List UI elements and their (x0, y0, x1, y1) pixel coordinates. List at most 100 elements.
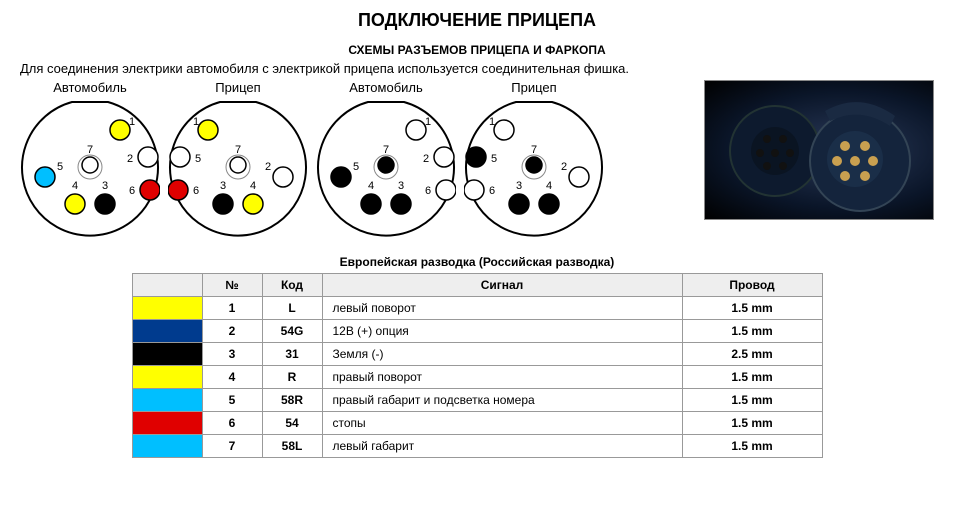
table-row: 6 54 стопы 1.5 mm (132, 412, 822, 435)
connector-diagram: Прицеп1234567 (464, 80, 604, 237)
color-swatch (132, 366, 202, 389)
diagram-label: Автомобиль (20, 80, 160, 95)
pin-2 (273, 167, 293, 187)
cell-code: L (262, 297, 322, 320)
color-swatch (132, 343, 202, 366)
col-color (132, 274, 202, 297)
pin-1 (110, 120, 130, 140)
pin-3 (391, 194, 411, 214)
page-title: ПОДКЛЮЧЕНИЕ ПРИЦЕПА (20, 10, 934, 31)
cell-num: 3 (202, 343, 262, 366)
color-swatch (132, 297, 202, 320)
col-signal: Сигнал (322, 274, 682, 297)
pin-4 (361, 194, 381, 214)
table-row: 4 R правый поворот 1.5 mm (132, 366, 822, 389)
pin-label: 6 (193, 185, 199, 197)
color-swatch (132, 389, 202, 412)
pin-label: 3 (516, 180, 522, 192)
col-wire: Провод (682, 274, 822, 297)
connector-diagram: Прицеп1234567 (168, 80, 308, 237)
pin-2 (434, 147, 454, 167)
color-swatch (132, 435, 202, 458)
cell-num: 4 (202, 366, 262, 389)
cell-signal: правый поворот (322, 366, 682, 389)
pin-6 (140, 180, 160, 200)
cell-code: 31 (262, 343, 322, 366)
pin-label: 3 (102, 180, 108, 192)
table-row: 1 L левый поворот 1.5 mm (132, 297, 822, 320)
cell-signal: Земля (-) (322, 343, 682, 366)
pin-label: 2 (561, 161, 567, 173)
diagram-label: Прицеп (464, 80, 604, 95)
table-row: 3 31 Земля (-) 2.5 mm (132, 343, 822, 366)
cell-wire: 1.5 mm (682, 297, 822, 320)
pin-1 (494, 120, 514, 140)
cell-num: 1 (202, 297, 262, 320)
pin-label: 7 (87, 144, 93, 156)
table-row: 5 58R правый габарит и подсветка номера … (132, 389, 822, 412)
cell-num: 6 (202, 412, 262, 435)
pin-label: 2 (127, 153, 133, 165)
pin-label: 7 (235, 144, 241, 156)
pin-7 (82, 157, 98, 173)
pin-3 (509, 194, 529, 214)
pin-label: 1 (425, 116, 431, 128)
pin-4 (65, 194, 85, 214)
intro-text: Для соединения электрики автомобиля с эл… (20, 61, 934, 76)
col-num: № (202, 274, 262, 297)
diagrams-row: Автомобиль1234567Прицеп1234567Автомобиль… (20, 80, 934, 237)
wiring-table: № Код Сигнал Провод 1 L левый поворот 1.… (132, 273, 823, 458)
col-code: Код (262, 274, 322, 297)
color-swatch (132, 412, 202, 435)
cell-code: R (262, 366, 322, 389)
cell-signal: левый поворот (322, 297, 682, 320)
cell-wire: 2.5 mm (682, 343, 822, 366)
table-row: 7 58L левый габарит 1.5 mm (132, 435, 822, 458)
pin-2 (569, 167, 589, 187)
pin-6 (464, 180, 484, 200)
pin-7 (378, 157, 394, 173)
cell-wire: 1.5 mm (682, 366, 822, 389)
page-subtitle: СХЕМЫ РАЗЪЕМОВ ПРИЦЕПА И ФАРКОПА (20, 43, 934, 57)
pin-label: 4 (368, 180, 374, 192)
pin-4 (539, 194, 559, 214)
pin-7 (526, 157, 542, 173)
pin-6 (168, 180, 188, 200)
pin-label: 5 (353, 161, 359, 173)
pin-5 (331, 167, 351, 187)
pin-label: 1 (193, 116, 199, 128)
pin-label: 4 (72, 180, 78, 192)
pin-3 (95, 194, 115, 214)
pin-5 (466, 147, 486, 167)
pin-label: 2 (423, 153, 429, 165)
connector-photo (704, 80, 934, 220)
diagram-label: Автомобиль (316, 80, 456, 95)
connector-diagram: Автомобиль1234567 (20, 80, 160, 237)
table-title: Европейская разводка (Российская разводк… (20, 255, 934, 269)
pin-label: 5 (491, 153, 497, 165)
cell-num: 2 (202, 320, 262, 343)
pin-6 (436, 180, 456, 200)
pin-label: 3 (220, 180, 226, 192)
cell-wire: 1.5 mm (682, 320, 822, 343)
pin-label: 6 (425, 185, 431, 197)
cell-num: 5 (202, 389, 262, 412)
pin-3 (213, 194, 233, 214)
cell-signal: левый габарит (322, 435, 682, 458)
pin-1 (198, 120, 218, 140)
pin-label: 1 (489, 116, 495, 128)
cell-code: 54 (262, 412, 322, 435)
pin-label: 3 (398, 180, 404, 192)
pin-5 (170, 147, 190, 167)
pin-label: 6 (489, 185, 495, 197)
pin-label: 7 (383, 144, 389, 156)
cell-signal: правый габарит и подсветка номера (322, 389, 682, 412)
cell-wire: 1.5 mm (682, 389, 822, 412)
cell-signal: 12B (+) опция (322, 320, 682, 343)
pin-1 (406, 120, 426, 140)
pin-4 (243, 194, 263, 214)
cell-code: 58R (262, 389, 322, 412)
cell-code: 54G (262, 320, 322, 343)
pin-label: 4 (250, 180, 256, 192)
pin-label: 5 (57, 161, 63, 173)
